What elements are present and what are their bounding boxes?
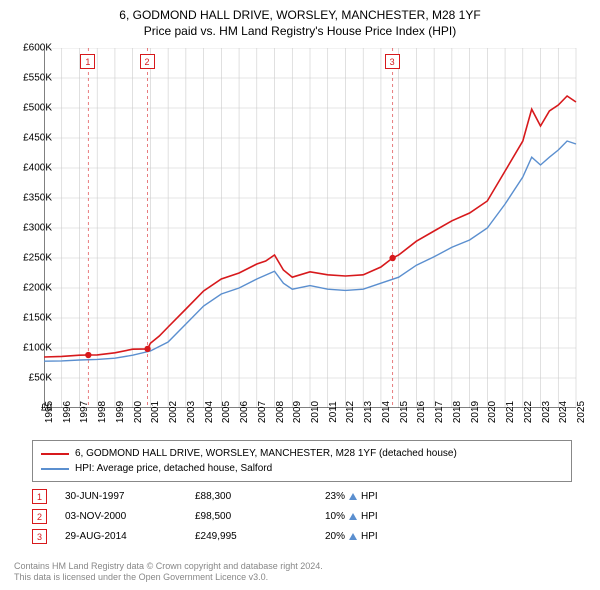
y-axis-label: £450K: [12, 133, 52, 144]
arrow-up-icon: [349, 533, 357, 540]
sale-price: £88,300: [195, 491, 325, 502]
x-axis-label: 2025: [576, 401, 587, 423]
y-axis-label: £200K: [12, 283, 52, 294]
footer-line1: Contains HM Land Registry data © Crown c…: [14, 561, 323, 573]
y-axis-label: £250K: [12, 253, 52, 264]
x-axis-label: 2000: [133, 401, 144, 423]
x-axis-label: 1999: [115, 401, 126, 423]
legend-color-swatch: [41, 468, 69, 470]
x-axis-label: 2024: [558, 401, 569, 423]
sale-pct: 10% HPI: [325, 511, 378, 522]
arrow-up-icon: [349, 513, 357, 520]
sale-pct: 23% HPI: [325, 491, 378, 502]
arrow-up-icon: [349, 493, 357, 500]
titles: 6, GODMOND HALL DRIVE, WORSLEY, MANCHEST…: [0, 0, 600, 38]
sale-pct-value: 10%: [325, 511, 345, 522]
footer: Contains HM Land Registry data © Crown c…: [14, 561, 323, 584]
sale-pct: 20% HPI: [325, 531, 378, 542]
x-axis-label: 2020: [487, 401, 498, 423]
y-axis-label: £50K: [12, 373, 52, 384]
x-axis-label: 2008: [275, 401, 286, 423]
sale-price: £98,500: [195, 511, 325, 522]
chart-area: [44, 48, 588, 408]
chart-container: 6, GODMOND HALL DRIVE, WORSLEY, MANCHEST…: [0, 0, 600, 590]
legend-color-swatch: [41, 453, 69, 455]
title-subtitle: Price paid vs. HM Land Registry's House …: [0, 24, 600, 38]
sale-marker: 3: [32, 529, 47, 544]
sales-table: 1 30-JUN-1997£88,30023% HPI 2 03-NOV-2000£98…: [32, 486, 572, 546]
sale-row: 1 30-JUN-1997£88,30023% HPI: [32, 486, 572, 506]
x-axis-label: 2005: [221, 401, 232, 423]
x-axis-label: 1997: [79, 401, 90, 423]
y-axis-label: £400K: [12, 163, 52, 174]
legend-item: HPI: Average price, detached house, Salf…: [41, 461, 563, 476]
sale-marker: 2: [32, 509, 47, 524]
sale-row: 2 03-NOV-2000£98,50010% HPI: [32, 506, 572, 526]
sale-pct-value: 23%: [325, 491, 345, 502]
sale-marker: 1: [32, 489, 47, 504]
x-axis-label: 2012: [345, 401, 356, 423]
x-axis-label: 2001: [150, 401, 161, 423]
x-axis-label: 2022: [523, 401, 534, 423]
y-axis-label: £100K: [12, 343, 52, 354]
legend-label: 6, GODMOND HALL DRIVE, WORSLEY, MANCHEST…: [75, 448, 457, 459]
title-address: 6, GODMOND HALL DRIVE, WORSLEY, MANCHEST…: [0, 8, 600, 22]
sale-pct-suffix: HPI: [361, 511, 378, 522]
x-axis-label: 2014: [381, 401, 392, 423]
x-axis-label: 2009: [292, 401, 303, 423]
sale-pct-suffix: HPI: [361, 491, 378, 502]
legend-label: HPI: Average price, detached house, Salf…: [75, 463, 272, 474]
sale-pct-suffix: HPI: [361, 531, 378, 542]
y-axis-label: £550K: [12, 73, 52, 84]
x-axis-label: 2013: [363, 401, 374, 423]
sale-date: 29-AUG-2014: [65, 531, 195, 542]
x-axis-label: 1998: [97, 401, 108, 423]
x-axis-label: 2010: [310, 401, 321, 423]
x-axis-label: 2004: [204, 401, 215, 423]
legend-item: 6, GODMOND HALL DRIVE, WORSLEY, MANCHEST…: [41, 446, 563, 461]
y-axis-label: £150K: [12, 313, 52, 324]
y-axis-label: £500K: [12, 103, 52, 114]
footer-line2: This data is licensed under the Open Gov…: [14, 572, 323, 584]
y-axis-label: £300K: [12, 223, 52, 234]
sale-marker-box: 3: [385, 54, 400, 69]
y-axis-label: £350K: [12, 193, 52, 204]
x-axis-label: 1995: [44, 401, 55, 423]
x-axis-label: 2003: [186, 401, 197, 423]
x-axis-label: 2011: [328, 401, 339, 423]
legend: 6, GODMOND HALL DRIVE, WORSLEY, MANCHEST…: [32, 440, 572, 482]
x-axis-label: 2019: [470, 401, 481, 423]
sale-marker-box: 2: [140, 54, 155, 69]
x-axis-label: 2021: [505, 401, 516, 423]
x-axis-label: 2002: [168, 401, 179, 423]
x-axis-label: 2015: [399, 401, 410, 423]
x-axis-label: 2017: [434, 401, 445, 423]
sale-date: 30-JUN-1997: [65, 491, 195, 502]
x-axis-label: 1996: [62, 401, 73, 423]
line-chart-svg: [44, 48, 588, 408]
sale-date: 03-NOV-2000: [65, 511, 195, 522]
x-axis-label: 2018: [452, 401, 463, 423]
sale-row: 3 29-AUG-2014£249,99520% HPI: [32, 526, 572, 546]
sale-marker-box: 1: [80, 54, 95, 69]
x-axis-label: 2007: [257, 401, 268, 423]
x-axis-label: 2016: [416, 401, 427, 423]
x-axis-label: 2006: [239, 401, 250, 423]
y-axis-label: £600K: [12, 43, 52, 54]
sale-pct-value: 20%: [325, 531, 345, 542]
x-axis-label: 2023: [541, 401, 552, 423]
sale-price: £249,995: [195, 531, 325, 542]
